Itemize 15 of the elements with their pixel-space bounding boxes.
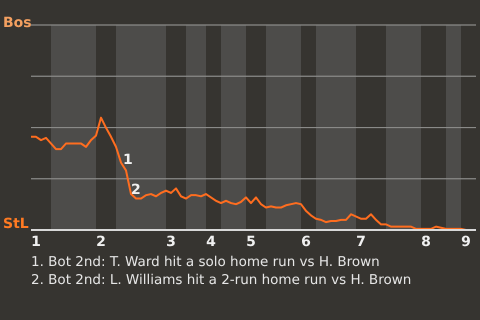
text: 1. Bot 2nd: T. Ward hit a solo home run vs H. Brown <box>31 253 381 271</box>
text: 2. Bot 2nd: L. Williams hit a 2-run home run vs H. Brown <box>31 271 412 289</box>
x-tick-label: 8 <box>421 234 431 250</box>
x-tick-label: 3 <box>166 234 176 250</box>
x-tick-label: 6 <box>301 234 311 250</box>
annotation: 2 <box>131 181 141 199</box>
x-tick-label: 1 <box>31 234 41 250</box>
x-tick-label: 4 <box>206 234 216 250</box>
x-tick-label: 2 <box>96 234 106 250</box>
x-tick-label: 5 <box>246 234 256 250</box>
text: StL <box>3 216 29 232</box>
x-tick-label: 7 <box>356 234 366 250</box>
text: Bos <box>3 15 32 31</box>
annotation: 1 <box>123 151 133 169</box>
x-tick-label: 9 <box>461 234 471 250</box>
